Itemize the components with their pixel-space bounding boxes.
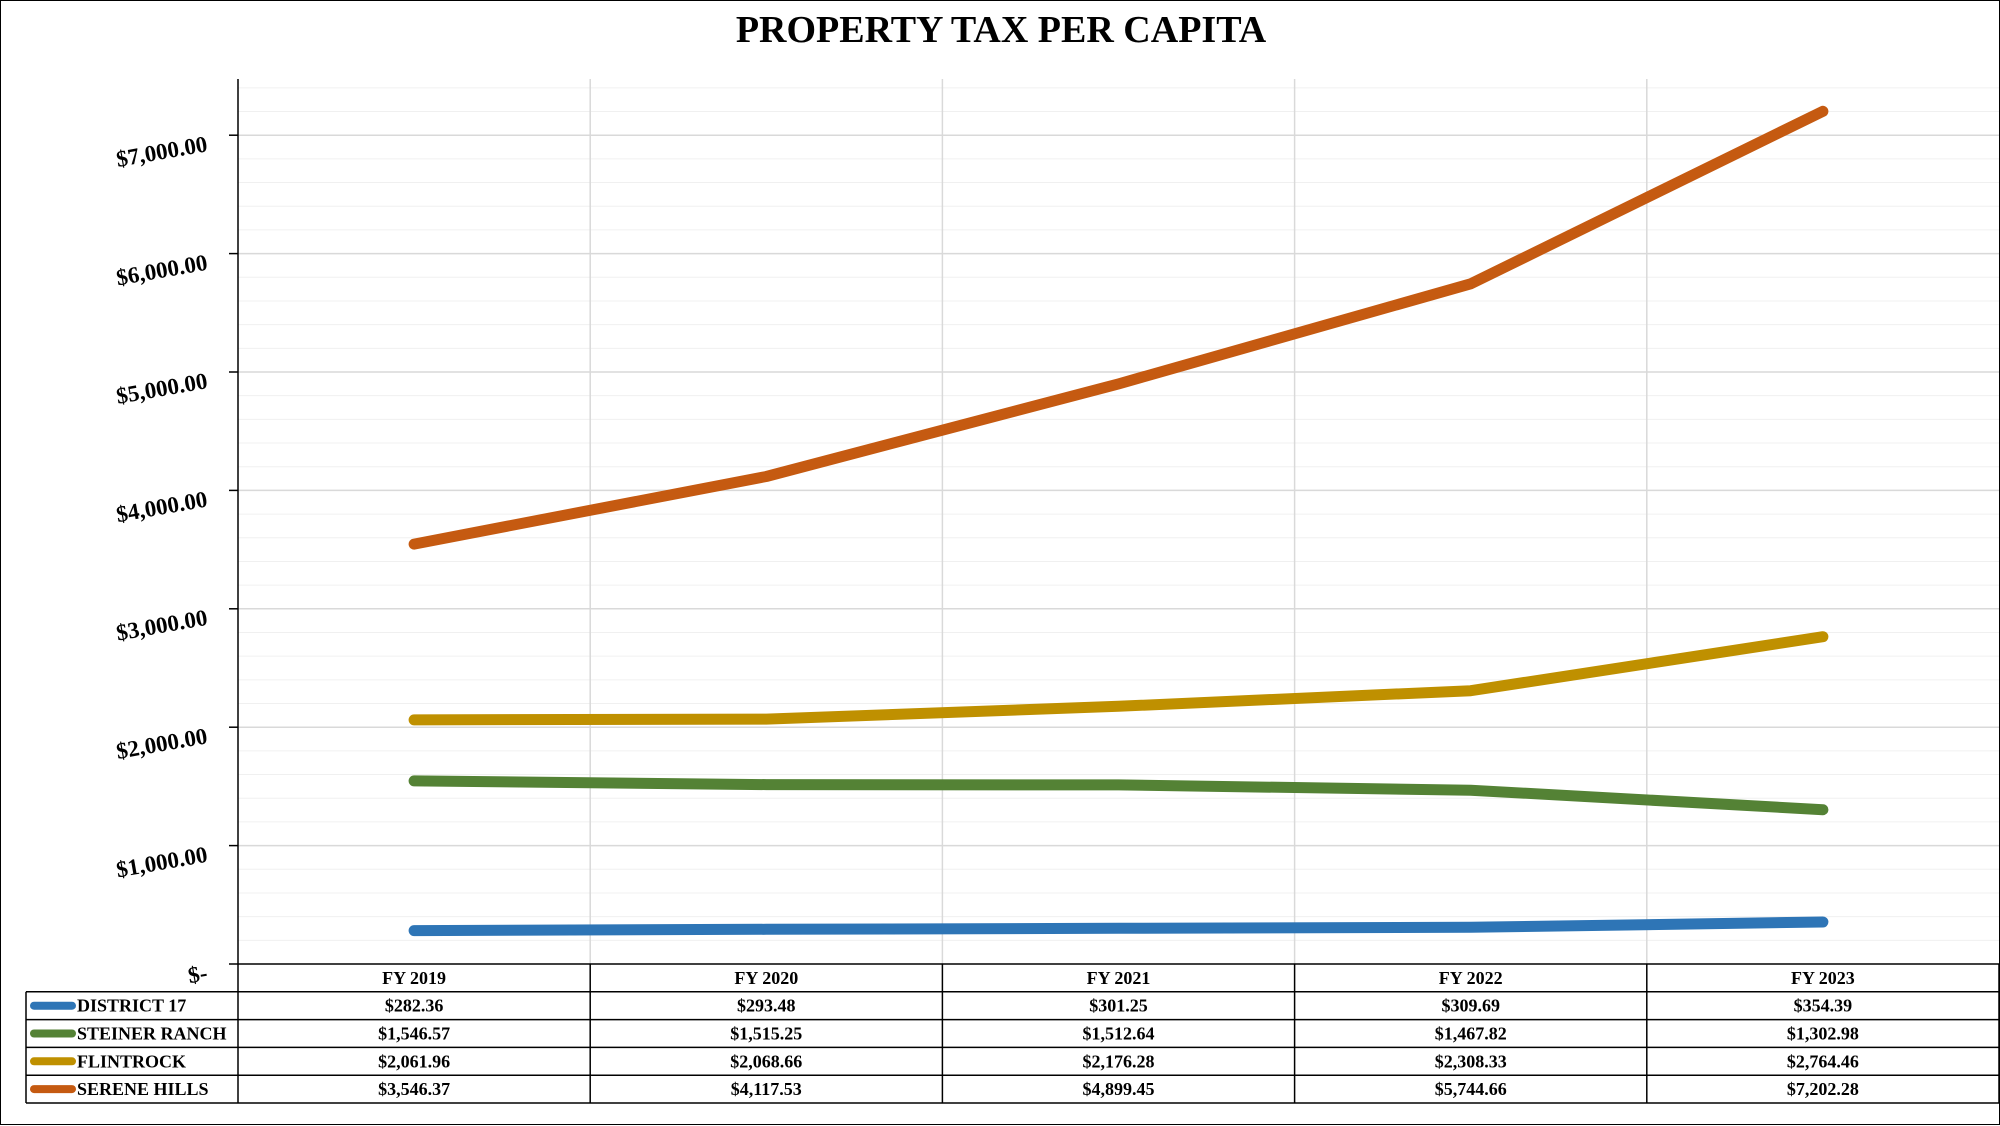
data-table-value: $1,302.98 xyxy=(1787,1024,1859,1044)
x-category-label: FY 2022 xyxy=(1439,968,1503,988)
major-gridlines xyxy=(238,79,1999,964)
data-table-value: $2,068.66 xyxy=(730,1051,802,1071)
series-line-steiner-ranch xyxy=(408,775,1829,816)
data-table-value: $309.69 xyxy=(1441,996,1500,1016)
x-category-label: FY 2021 xyxy=(1087,968,1151,988)
y-tick-label: $2,000.00 xyxy=(114,723,209,764)
x-category-label: FY 2019 xyxy=(382,968,446,988)
y-tick-label: $3,000.00 xyxy=(114,605,209,646)
data-table-value: $301.25 xyxy=(1089,996,1148,1016)
y-tick-label: $5,000.00 xyxy=(114,368,209,409)
data-table-value: $2,061.96 xyxy=(378,1051,450,1071)
data-table-value: $1,512.64 xyxy=(1083,1024,1155,1044)
legend-label: SERENE HILLS xyxy=(77,1079,209,1099)
data-table-value: $1,546.57 xyxy=(378,1024,450,1044)
minor-gridlines xyxy=(238,87,1999,941)
data-table-value: $4,117.53 xyxy=(731,1079,802,1099)
legend-label: DISTRICT 17 xyxy=(77,996,186,1016)
legend-label: STEINER RANCH xyxy=(77,1024,227,1044)
data-table-value: $3,546.37 xyxy=(378,1079,450,1099)
series-line-flintrock xyxy=(408,631,1829,726)
series-line-district-17 xyxy=(408,916,1829,937)
data-table: FY 2019 FY 2020 FY 2021 FY 2022 FY 2023 DISTR… xyxy=(25,963,2000,1104)
data-table-value: $2,764.46 xyxy=(1787,1051,1859,1071)
y-tick-label: $- xyxy=(186,960,209,988)
chart-title: PROPERTY TAX PER CAPITA xyxy=(736,9,1267,51)
axes xyxy=(229,79,239,965)
data-table-value: $2,308.33 xyxy=(1435,1051,1507,1071)
data-table-value: $5,744.66 xyxy=(1435,1079,1507,1099)
y-tick-label: $1,000.00 xyxy=(114,842,209,883)
x-category-label: FY 2020 xyxy=(734,968,798,988)
legend-label: FLINTROCK xyxy=(77,1051,186,1071)
data-table-value: $2,176.28 xyxy=(1083,1051,1155,1071)
data-table-value: $4,899.45 xyxy=(1083,1079,1155,1099)
x-category-label: FY 2023 xyxy=(1791,968,1855,988)
data-table-value: $282.36 xyxy=(385,996,444,1016)
y-axis-tick-labels: $- $1,000.00 $2,000.00 $3,000.00 $4,000.00 $5… xyxy=(114,131,209,988)
data-table-value: $354.39 xyxy=(1794,996,1853,1016)
data-table-value: $1,467.82 xyxy=(1435,1024,1507,1044)
y-tick-label: $6,000.00 xyxy=(114,250,209,291)
y-tick-label: $7,000.00 xyxy=(114,131,209,172)
series-line-serene-hills xyxy=(408,105,1829,550)
data-table-value: $1,515.25 xyxy=(730,1024,802,1044)
data-table-value: $293.48 xyxy=(737,996,796,1016)
data-table-value: $7,202.28 xyxy=(1787,1079,1859,1099)
series-lines xyxy=(408,105,1829,937)
y-tick-label: $4,000.00 xyxy=(114,487,209,528)
